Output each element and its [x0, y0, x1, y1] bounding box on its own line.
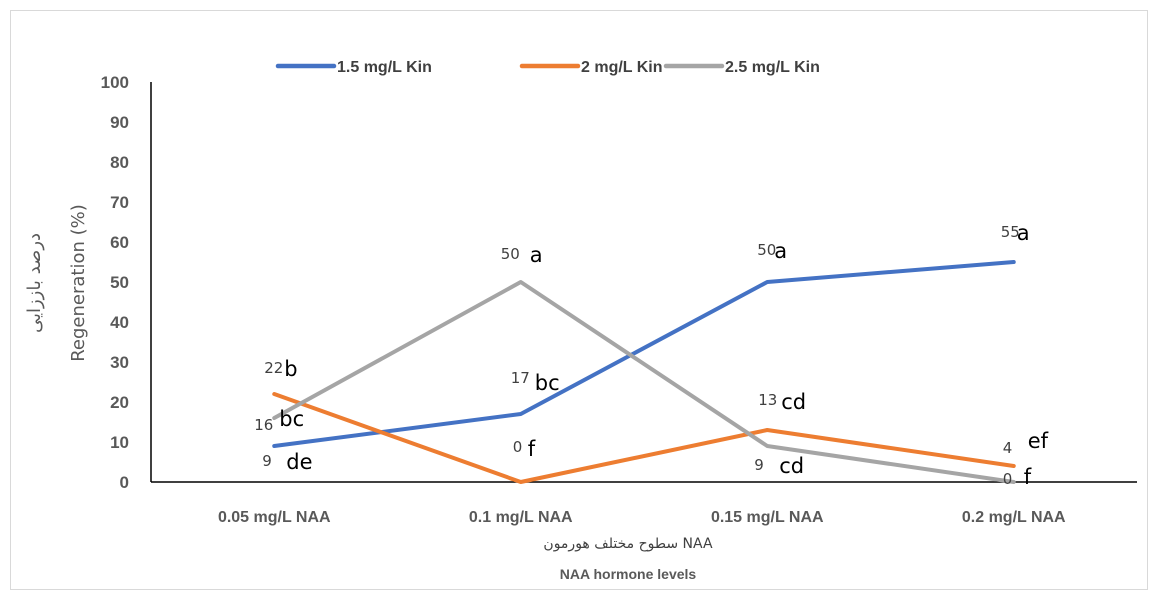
- significance-letter: a: [1017, 221, 1030, 245]
- y-tick-label: 20: [110, 393, 129, 412]
- x-axis-label-en: NAA hormone levels: [560, 566, 697, 582]
- y-tick-label: 50: [110, 273, 129, 292]
- x-tick-label: 0.05 mg/L NAA: [218, 509, 331, 526]
- legend-entry: 2 mg/L Kin: [581, 59, 663, 76]
- significance-letter: ef: [1028, 429, 1049, 453]
- legend-entry: 1.5 mg/L Kin: [337, 59, 432, 76]
- y-tick-label: 80: [110, 153, 129, 172]
- legend-entry: 2.5 mg/L Kin: [725, 59, 820, 76]
- y-tick-label: 70: [110, 193, 129, 212]
- significance-letter: bc: [279, 407, 304, 431]
- x-axis-ticks: 0.05 mg/L NAA 0.1 mg/L NAA 0.15 mg/L NAA 0.…: [218, 509, 1066, 526]
- y-axis-label-fa: درصد باززایی: [24, 233, 45, 333]
- data-value-label: 22: [264, 359, 283, 377]
- series-line: [274, 282, 1014, 482]
- significance-letter: b: [284, 357, 297, 381]
- significance-letter: f: [528, 437, 536, 461]
- series-line: [274, 262, 1014, 446]
- significance-letter: cd: [781, 390, 806, 414]
- x-axis-label-fa: سطوح مختلف هورمون NAA: [543, 536, 713, 552]
- significance-letter: a: [530, 243, 543, 267]
- data-value-label: 17: [511, 369, 530, 387]
- x-tick-label: 0.1 mg/L NAA: [469, 509, 573, 526]
- data-value-label: 0: [513, 438, 523, 456]
- data-value-label: 50: [501, 245, 520, 263]
- x-tick-label: 0.15 mg/L NAA: [711, 509, 824, 526]
- series-lines: [274, 262, 1014, 482]
- data-value-label: 9: [754, 456, 764, 474]
- data-value-label: 0: [1003, 470, 1013, 488]
- data-value-label: 13: [758, 391, 777, 409]
- data-value-label: 4: [1003, 439, 1013, 457]
- y-tick-label: 0: [120, 473, 129, 492]
- data-value-label: 16: [254, 416, 273, 434]
- y-axis-ticks: 0 10 20 30 40 50 60 70 80 90 100: [101, 73, 129, 492]
- significance-letter: f: [1024, 465, 1032, 489]
- y-tick-label: 90: [110, 113, 129, 132]
- x-tick-label: 0.2 mg/L NAA: [962, 509, 1066, 526]
- y-tick-label: 40: [110, 313, 129, 332]
- y-tick-label: 60: [110, 233, 129, 252]
- y-tick-label: 100: [101, 73, 129, 92]
- significance-letter: a: [774, 239, 787, 263]
- y-tick-label: 30: [110, 353, 129, 372]
- y-tick-label: 10: [110, 433, 129, 452]
- significance-letter: de: [286, 450, 312, 474]
- data-value-label: 9: [262, 452, 272, 470]
- y-axis-label-en: Regeneration (%): [68, 204, 89, 362]
- significance-letter: cd: [779, 454, 804, 478]
- significance-letter: bc: [535, 371, 560, 395]
- legend: 1.5 mg/L Kin 2 mg/L Kin 2.5 mg/L Kin: [278, 59, 820, 76]
- series-line: [274, 394, 1014, 482]
